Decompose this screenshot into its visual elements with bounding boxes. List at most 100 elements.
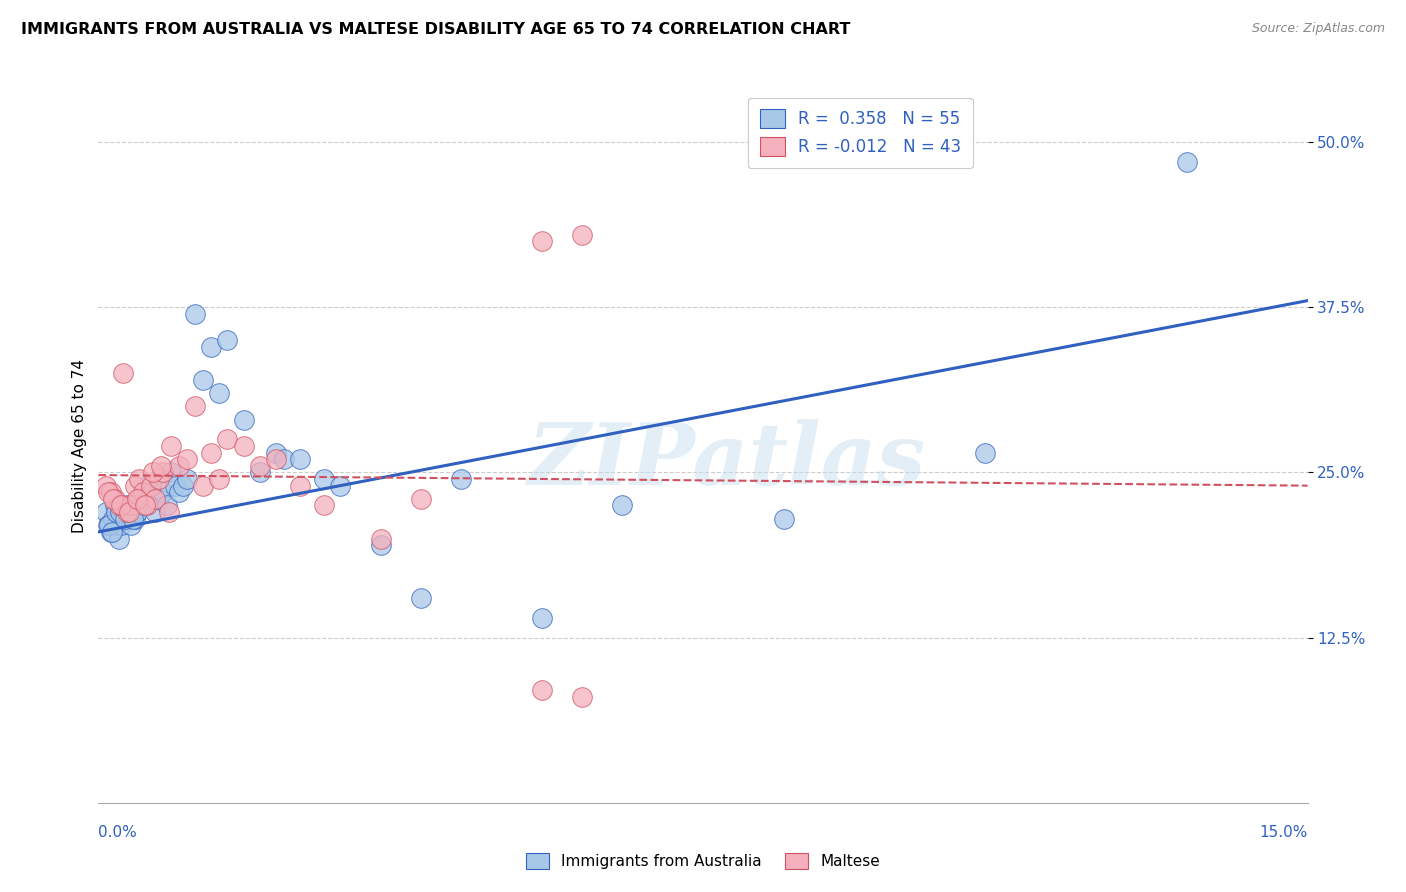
Text: 15.0%: 15.0% [1260,825,1308,840]
Point [530,611,553,625]
Point [118,505,141,519]
Point [132,499,155,513]
Point [103,491,125,506]
Point [96,478,118,492]
Point [107,532,129,546]
Point [111,505,134,519]
Point [120,499,142,513]
Point [96,505,118,519]
Point [264,445,287,459]
Point [249,466,271,480]
Point [134,499,156,513]
Point [1175,154,1198,169]
Point [107,499,129,513]
Point [128,491,150,506]
Point [450,472,472,486]
Point [148,472,170,486]
Point [132,485,155,500]
Point [118,505,141,519]
Point [217,333,239,347]
Point [148,491,170,506]
Legend: Immigrants from Australia, Maltese: Immigrants from Australia, Maltese [520,847,886,875]
Point [160,439,183,453]
Point [409,491,432,506]
Point [152,485,174,500]
Point [193,478,215,492]
Point [208,472,231,486]
Point [167,485,190,500]
Point [273,452,295,467]
Point [139,478,162,492]
Point [124,478,146,492]
Point [167,458,190,473]
Point [150,458,173,473]
Point [314,499,336,513]
Point [97,485,120,500]
Point [103,499,125,513]
Point [200,340,222,354]
Point [409,591,432,605]
Point [115,499,138,513]
Point [172,478,194,492]
Point [105,518,128,533]
Point [370,538,392,552]
Point [612,499,634,513]
Point [101,511,124,525]
Point [530,234,553,248]
Point [115,505,138,519]
Text: IMMIGRANTS FROM AUSTRALIA VS MALTESE DISABILITY AGE 65 TO 74 CORRELATION CHART: IMMIGRANTS FROM AUSTRALIA VS MALTESE DIS… [21,22,851,37]
Point [100,524,122,539]
Point [217,433,239,447]
Point [142,466,165,480]
Point [163,478,186,492]
Point [184,400,207,414]
Point [571,227,593,242]
Point [974,445,997,459]
Point [128,472,150,486]
Point [112,511,135,525]
Point [288,478,311,492]
Point [200,445,222,459]
Point [110,518,132,533]
Point [530,683,553,698]
Point [176,472,198,486]
Point [772,511,794,525]
Point [127,491,149,506]
Point [135,499,157,513]
Point [101,524,124,539]
Point [105,505,128,519]
Point [264,452,287,467]
Point [127,505,149,519]
Point [314,472,336,486]
Point [120,518,142,533]
Point [97,518,120,533]
Point [152,466,174,480]
Point [157,505,180,519]
Point [193,373,215,387]
Text: ZIPatlas: ZIPatlas [529,418,927,502]
Point [156,499,179,513]
Point [571,690,593,704]
Point [100,485,122,500]
Point [160,466,183,480]
Point [143,505,166,519]
Point [108,505,131,519]
Point [176,452,198,467]
Text: Source: ZipAtlas.com: Source: ZipAtlas.com [1251,22,1385,36]
Point [208,386,231,401]
Point [110,499,132,513]
Point [114,511,136,525]
Point [232,412,254,426]
Point [101,491,124,506]
Point [329,478,352,492]
Text: 0.0%: 0.0% [98,825,138,840]
Point [122,511,145,525]
Point [111,367,134,381]
Point [370,532,392,546]
Point [288,452,311,467]
Point [143,491,166,506]
Point [135,478,157,492]
Y-axis label: Disability Age 65 to 74: Disability Age 65 to 74 [72,359,87,533]
Point [121,505,143,519]
Point [139,485,162,500]
